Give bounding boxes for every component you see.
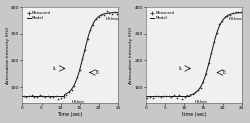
Text: HU$_{\rm min}$: HU$_{\rm min}$: [194, 99, 208, 106]
Y-axis label: Attenuation Intensity (HU): Attenuation Intensity (HU): [129, 26, 133, 84]
Legend: Measured, Model: Measured, Model: [26, 11, 52, 20]
Text: HU$_{\rm max}$: HU$_{\rm max}$: [105, 15, 120, 23]
Text: $T_2$: $T_2$: [94, 68, 101, 77]
X-axis label: time (sec): time (sec): [182, 112, 206, 117]
Text: $T_2$: $T_2$: [221, 68, 228, 77]
Text: $t_s$: $t_s$: [52, 64, 58, 73]
Y-axis label: Attenuation Intensity (HU): Attenuation Intensity (HU): [6, 26, 10, 84]
Text: HU$_{\rm max}$: HU$_{\rm max}$: [228, 15, 244, 23]
Legend: Measured, Model: Measured, Model: [150, 11, 175, 20]
Text: HU$_{\rm min}$: HU$_{\rm min}$: [71, 99, 85, 106]
X-axis label: Time (sec): Time (sec): [58, 112, 83, 117]
Text: $t_s$: $t_s$: [178, 64, 183, 73]
